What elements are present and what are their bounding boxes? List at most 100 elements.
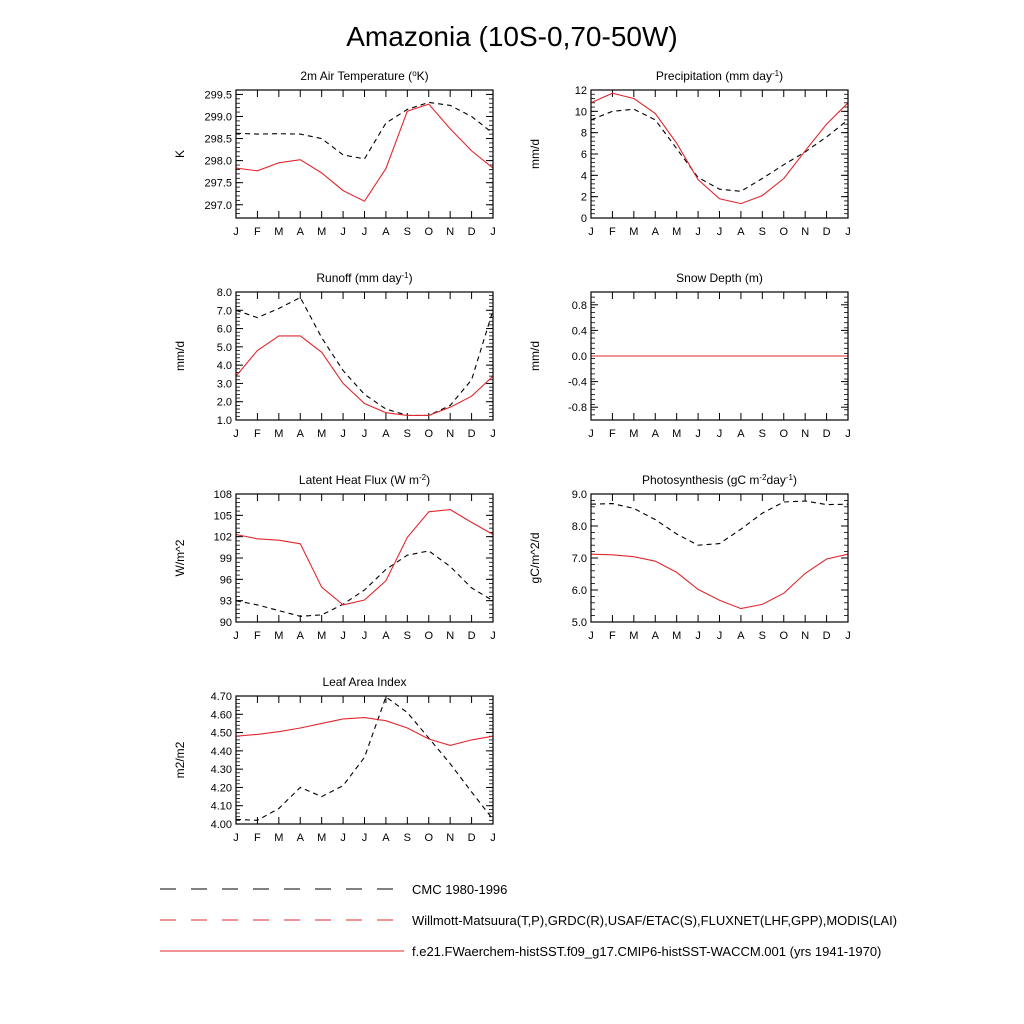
x-tick-label: J [233, 832, 239, 844]
chart-title: Runoff (mm day-1) [316, 271, 412, 286]
plot-frame [590, 89, 849, 219]
y-tick-label: 6.0 [217, 324, 232, 336]
x-tick-label: S [759, 428, 766, 440]
chart-panel-4: Snow Depth (m)mm/dJ F M A M J J A S O N D J-0.8-0.40… [528, 271, 851, 440]
x-tick-label: S [404, 428, 411, 440]
y-tick-label: 299.5 [204, 89, 232, 101]
y-axis-label: W/m^2 [173, 539, 187, 576]
x-tick-label: M [317, 428, 326, 440]
x-tick-label: A [382, 832, 390, 844]
legend-entry-1: CMC 1980-1996 [160, 882, 507, 897]
y-tick-label: 297.5 [204, 178, 232, 190]
plot-frame [235, 89, 494, 219]
y-tick-label: 10 [575, 106, 587, 118]
x-tick-label: J [845, 428, 851, 440]
x-tick-label: A [382, 226, 390, 238]
y-tick-label: 298.5 [204, 134, 232, 146]
x-tick-label: J [340, 428, 346, 440]
x-tick-label: F [609, 428, 616, 440]
y-tick-label: 108 [214, 489, 232, 501]
series-line-model [590, 553, 849, 610]
y-tick-label: 4.60 [211, 709, 232, 721]
x-tick-label: A [297, 832, 305, 844]
y-tick-label: 0.4 [572, 325, 587, 337]
x-tick-label: A [737, 428, 745, 440]
legend-label: Willmott-Matsuura(T,P),GRDC(R),USAF/ETAC… [412, 913, 897, 928]
x-tick-label: J [717, 428, 723, 440]
x-tick-label: M [672, 630, 681, 642]
legend-label: CMC 1980-1996 [412, 882, 507, 897]
x-tick-label: J [588, 226, 594, 238]
y-axis-label: mm/d [173, 341, 187, 371]
x-tick-label: O [424, 428, 433, 440]
series-line-obs [590, 500, 849, 546]
x-tick-label: M [274, 832, 283, 844]
y-tick-label: 102 [214, 532, 232, 544]
chart-panel-2: Precipitation (mm day-1)mm/dJ F M A M J J A S O N D… [528, 69, 851, 239]
y-tick-label: 5.0 [217, 342, 232, 354]
x-tick-label: M [629, 428, 638, 440]
y-tick-label: 8 [581, 128, 587, 140]
y-tick-label: 299.0 [204, 111, 232, 123]
x-tick-label: S [759, 226, 766, 238]
series-line-obs [235, 101, 494, 160]
series-line-obs [235, 550, 494, 617]
x-tick-label: A [297, 226, 305, 238]
x-tick-label: J [717, 226, 723, 238]
chart-panel-5: Latent Heat Flux (W m-2)W/m^2J F M A M J J A S O N… [173, 473, 496, 643]
x-tick-label: J [845, 630, 851, 642]
y-tick-label: -0.4 [568, 377, 587, 389]
x-tick-label: N [801, 226, 809, 238]
y-tick-label: 8.0 [572, 521, 587, 533]
y-tick-label: 8.0 [217, 287, 232, 299]
chart-title: Photosynthesis (gC m-2day-1) [642, 473, 797, 488]
x-tick-label: M [629, 630, 638, 642]
y-tick-label: 3.0 [217, 378, 232, 390]
y-tick-label: 2.0 [217, 397, 232, 409]
y-axis-label: m2/m2 [173, 741, 187, 778]
x-tick-label: J [490, 226, 496, 238]
x-tick-label: M [629, 226, 638, 238]
legend-entry-2: Willmott-Matsuura(T,P),GRDC(R),USAF/ETAC… [160, 913, 897, 928]
x-tick-label: F [254, 226, 261, 238]
x-tick-label: M [317, 226, 326, 238]
x-tick-label: O [424, 630, 433, 642]
y-axis-label: K [173, 150, 187, 158]
y-tick-label: 99 [220, 553, 232, 565]
x-tick-label: D [823, 630, 831, 642]
x-tick-label: J [233, 428, 239, 440]
x-tick-label: J [362, 832, 368, 844]
y-tick-label: 0.8 [572, 300, 587, 312]
x-tick-label: J [695, 428, 701, 440]
x-tick-label: M [274, 630, 283, 642]
x-tick-label: N [446, 630, 454, 642]
x-tick-label: J [490, 832, 496, 844]
x-tick-label: F [254, 428, 261, 440]
x-tick-label: S [404, 226, 411, 238]
x-tick-label: D [468, 428, 476, 440]
x-tick-label: O [779, 428, 788, 440]
series-line-model [235, 509, 494, 606]
y-tick-label: 0.0 [572, 351, 587, 363]
x-tick-label: J [588, 630, 594, 642]
y-tick-label: 5.0 [572, 617, 587, 629]
x-tick-label: S [404, 832, 411, 844]
series-line-model [235, 103, 494, 202]
plot-frame [590, 493, 849, 623]
legend: CMC 1980-1996 Willmott-Matsuura(T,P),GRDC… [160, 882, 897, 959]
x-tick-label: M [317, 630, 326, 642]
x-tick-label: J [490, 428, 496, 440]
x-tick-label: N [446, 428, 454, 440]
x-tick-label: A [297, 428, 305, 440]
series-line-obs [235, 696, 494, 821]
chart-title: Leaf Area Index [322, 675, 406, 689]
y-tick-label: 93 [220, 596, 232, 608]
y-tick-label: 2 [581, 192, 587, 204]
y-axis-label: mm/d [528, 139, 542, 169]
series-line-model [590, 92, 849, 205]
y-tick-label: 6.0 [572, 585, 587, 597]
y-tick-label: 0 [581, 213, 587, 225]
x-tick-label: N [801, 630, 809, 642]
